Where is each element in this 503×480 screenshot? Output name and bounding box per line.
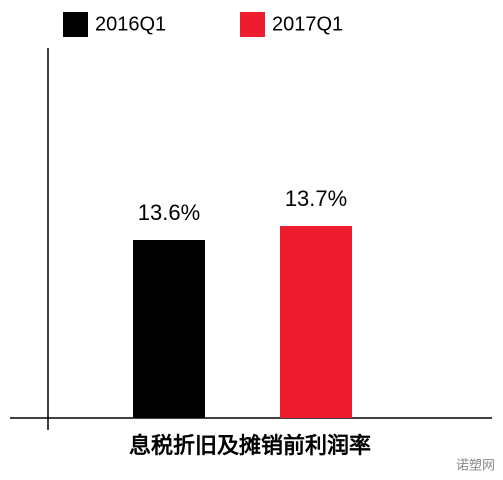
legend-label: 2017Q1 bbox=[272, 13, 343, 35]
legend-label: 2016Q1 bbox=[95, 13, 166, 35]
legend-swatch bbox=[63, 12, 88, 37]
bar bbox=[133, 240, 205, 418]
value-label: 13.7% bbox=[285, 186, 347, 211]
legend-swatch bbox=[240, 12, 265, 37]
watermark: 诺塑网 bbox=[456, 457, 495, 472]
x-tick-label: 息税折旧及摊销前利润率 bbox=[129, 433, 371, 458]
value-label: 13.6% bbox=[138, 200, 200, 225]
bar bbox=[280, 225, 352, 418]
